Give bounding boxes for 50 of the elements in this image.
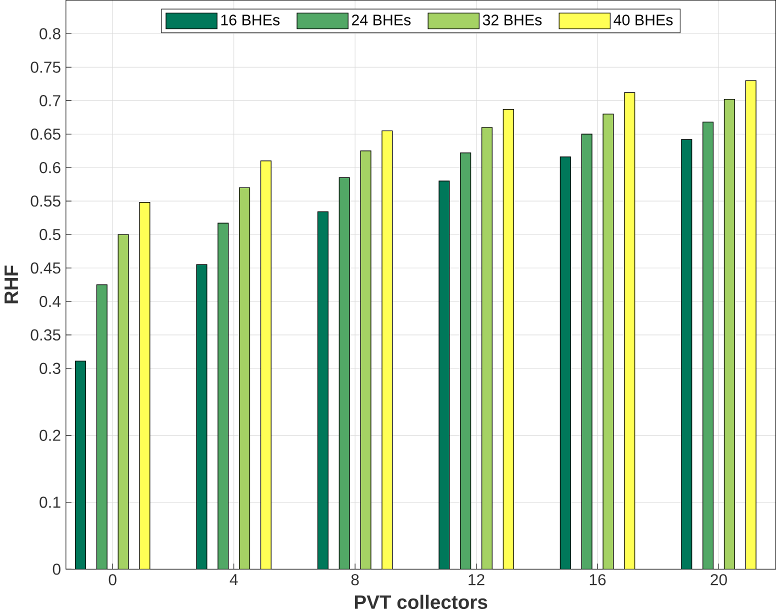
y-tick-label: 0 [52, 564, 60, 576]
bar [624, 92, 636, 570]
x-tick-label: 12 [468, 574, 484, 586]
bar [360, 150, 372, 570]
bar [196, 264, 208, 570]
bar [218, 223, 229, 570]
x-tick-label: 4 [230, 574, 238, 586]
bar [74, 360, 86, 570]
bar [681, 139, 692, 570]
bar [702, 122, 714, 570]
bar [382, 130, 393, 570]
x-tick-label: 20 [710, 574, 727, 586]
bar [460, 152, 472, 570]
y-tick-label: 0.35 [30, 330, 60, 341]
bar [581, 134, 592, 570]
y-tick-label: 0.4 [40, 296, 61, 308]
y-tick-label: 0.5 [40, 229, 60, 240]
bar [239, 188, 250, 570]
y-tick-label: 0.8 [40, 28, 60, 40]
bar [602, 114, 614, 570]
legend-label: 40 BHEs [614, 14, 673, 26]
y-tick-label: 0.6 [40, 162, 60, 174]
bar [338, 178, 350, 570]
bar [745, 80, 756, 570]
y-tick-label: 0.45 [30, 262, 60, 274]
y-tick-label: 0.65 [30, 128, 60, 140]
y-tick-label: 0.75 [30, 62, 60, 74]
bar [96, 284, 108, 570]
legend-label: 24 BHEs [352, 14, 411, 26]
legend-label: 16 BHEs [221, 14, 280, 26]
x-axis-title: PVT collectors [354, 594, 488, 610]
x-tick-label: 0 [108, 574, 116, 586]
bar [438, 180, 450, 570]
y-tick-label: 0.3 [40, 362, 60, 374]
y-axis-title: RHF [4, 266, 18, 304]
bar [502, 109, 514, 570]
y-tick-label: 0.2 [40, 430, 60, 442]
x-tick-label: 16 [590, 574, 606, 586]
bar [260, 160, 272, 570]
bar [560, 156, 571, 570]
bar [481, 127, 493, 570]
y-tick-label: 0.55 [30, 196, 60, 207]
y-tick-label: 0.7 [40, 95, 60, 106]
legend-label: 32 BHEs [482, 14, 542, 26]
bar [139, 202, 150, 570]
bar [317, 212, 328, 570]
bar [724, 99, 735, 570]
x-tick-label: 8 [351, 574, 359, 586]
bar [118, 234, 129, 570]
y-tick-label: 0.1 [40, 496, 60, 508]
